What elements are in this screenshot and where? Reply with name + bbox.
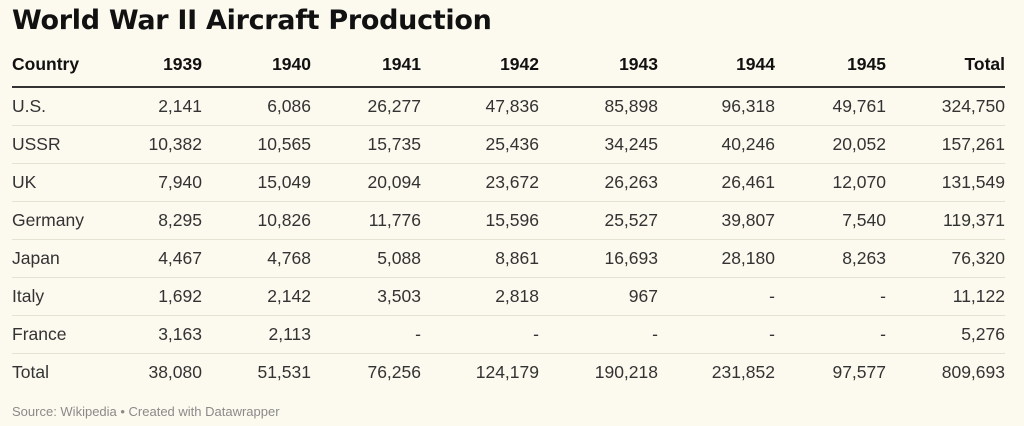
value-cell: 2,141 xyxy=(112,87,202,126)
value-cell: 3,503 xyxy=(311,277,421,316)
value-cell: 5,088 xyxy=(311,239,421,278)
value-cell: 10,382 xyxy=(112,125,202,164)
value-cell: 76,256 xyxy=(367,362,421,382)
value-cell: 51,531 xyxy=(257,362,311,382)
country-cell: Total xyxy=(12,362,49,382)
table-row: Germany 8,295 10,826 11,776 15,596 25,527 39,8… xyxy=(12,201,1005,240)
value-cell: 7,540 xyxy=(775,201,886,240)
value-cell: 119,371 xyxy=(886,201,1005,240)
country-cell: U.S. xyxy=(12,87,112,126)
value-cell: 967 xyxy=(539,277,658,316)
value-cell: 40,246 xyxy=(658,125,775,164)
table-row: France 3,163 2,113- - - - -5,276 xyxy=(12,315,1005,354)
value-cell: 25,436 xyxy=(421,125,539,164)
country-cell: France xyxy=(12,315,112,354)
value-cell: 131,549 xyxy=(886,163,1005,202)
value-cell: 4,768 xyxy=(202,239,311,278)
value-cell: 76,320 xyxy=(886,239,1005,278)
aircraft-production-table: Country 1939 1940 1941 1942 1943 1944 1945 Total… xyxy=(12,42,1005,391)
value-cell: 231,852 xyxy=(711,362,775,382)
value-cell: 85,898 xyxy=(539,87,658,126)
value-cell: 10,565 xyxy=(202,125,311,164)
value-cell: - xyxy=(311,315,421,354)
total-row: Total 38,080 51,531 76,256 124,179 190,218 231… xyxy=(12,354,1005,392)
value-cell: 26,277 xyxy=(311,87,421,126)
value-cell: 34,245 xyxy=(539,125,658,164)
value-cell: 8,861 xyxy=(421,239,539,278)
country-cell: Germany xyxy=(12,201,112,240)
value-cell: 157,261 xyxy=(886,125,1005,164)
country-cell: Italy xyxy=(12,277,112,316)
column-header: 1943 xyxy=(539,42,658,88)
value-cell: 20,052 xyxy=(775,125,886,164)
country-cell: USSR xyxy=(12,125,112,164)
country-cell: Japan xyxy=(12,239,112,278)
value-cell: 1,692 xyxy=(112,277,202,316)
table-header-row: Country 1939 1940 1941 1942 1943 1944 1945 Total xyxy=(12,42,1005,88)
value-cell: 2,142 xyxy=(202,277,311,316)
value-cell: 12,070 xyxy=(775,163,886,202)
value-cell: 4,467 xyxy=(112,239,202,278)
value-cell: 3,163 xyxy=(112,315,202,354)
table-row: Italy 1,692 2,142 3,503 2,818 967- -11,122 xyxy=(12,277,1005,316)
value-cell: 16,693 xyxy=(539,239,658,278)
value-cell: 20,094 xyxy=(311,163,421,202)
table-row: U.S. 2,141 6,086 26,277 47,836 85,898 96,318 49… xyxy=(12,87,1005,126)
source-note: Source: Wikipedia • Created with Datawra… xyxy=(12,404,280,419)
column-header: Total xyxy=(886,42,1005,88)
value-cell: 324,750 xyxy=(886,87,1005,126)
column-header: 1940 xyxy=(202,42,311,88)
value-cell: 26,263 xyxy=(539,163,658,202)
value-cell: 124,179 xyxy=(475,362,539,382)
value-cell: 2,113 xyxy=(202,315,311,354)
value-cell: 8,263 xyxy=(775,239,886,278)
value-cell: 11,776 xyxy=(311,201,421,240)
table-row: Japan 4,467 4,768 5,088 8,861 16,693 28,180 8,2… xyxy=(12,239,1005,278)
value-cell: - xyxy=(775,315,886,354)
value-cell: 39,807 xyxy=(658,201,775,240)
value-cell: - xyxy=(658,315,775,354)
value-cell: 6,086 xyxy=(202,87,311,126)
column-header: 1942 xyxy=(421,42,539,88)
table-row: USSR 10,382 10,565 15,735 25,436 34,245 40,246… xyxy=(12,125,1005,164)
value-cell: 7,940 xyxy=(112,163,202,202)
value-cell: 15,596 xyxy=(421,201,539,240)
value-cell: 28,180 xyxy=(658,239,775,278)
value-cell: 23,672 xyxy=(421,163,539,202)
table-body: U.S. 2,141 6,086 26,277 47,836 85,898 96,318 49… xyxy=(12,87,1005,391)
value-cell: 8,295 xyxy=(112,201,202,240)
value-cell: - xyxy=(775,277,886,316)
value-cell: 38,080 xyxy=(148,362,202,382)
value-cell: 25,527 xyxy=(539,201,658,240)
table-row: UK 7,940 15,049 20,094 23,672 26,263 26,461 12,… xyxy=(12,163,1005,202)
value-cell: - xyxy=(421,315,539,354)
column-header: 1945 xyxy=(775,42,886,88)
value-cell: 15,049 xyxy=(202,163,311,202)
value-cell: 26,461 xyxy=(658,163,775,202)
value-cell: 10,826 xyxy=(202,201,311,240)
column-header: 1939 xyxy=(112,42,202,88)
value-cell: 5,276 xyxy=(886,315,1005,354)
column-header: 1944 xyxy=(658,42,775,88)
value-cell: 15,735 xyxy=(311,125,421,164)
value-cell: 97,577 xyxy=(832,362,886,382)
value-cell: - xyxy=(539,315,658,354)
value-cell: 49,761 xyxy=(775,87,886,126)
value-cell: 11,122 xyxy=(886,277,1005,316)
chart-title: World War II Aircraft Production xyxy=(12,5,492,36)
country-cell: UK xyxy=(12,163,112,202)
value-cell: 96,318 xyxy=(658,87,775,126)
value-cell: 2,818 xyxy=(421,277,539,316)
value-cell: - xyxy=(658,277,775,316)
value-cell: 190,218 xyxy=(594,362,658,382)
column-header: Country xyxy=(12,42,112,88)
value-cell: 47,836 xyxy=(421,87,539,126)
column-header: 1941 xyxy=(311,42,421,88)
value-cell: 809,693 xyxy=(941,362,1005,382)
